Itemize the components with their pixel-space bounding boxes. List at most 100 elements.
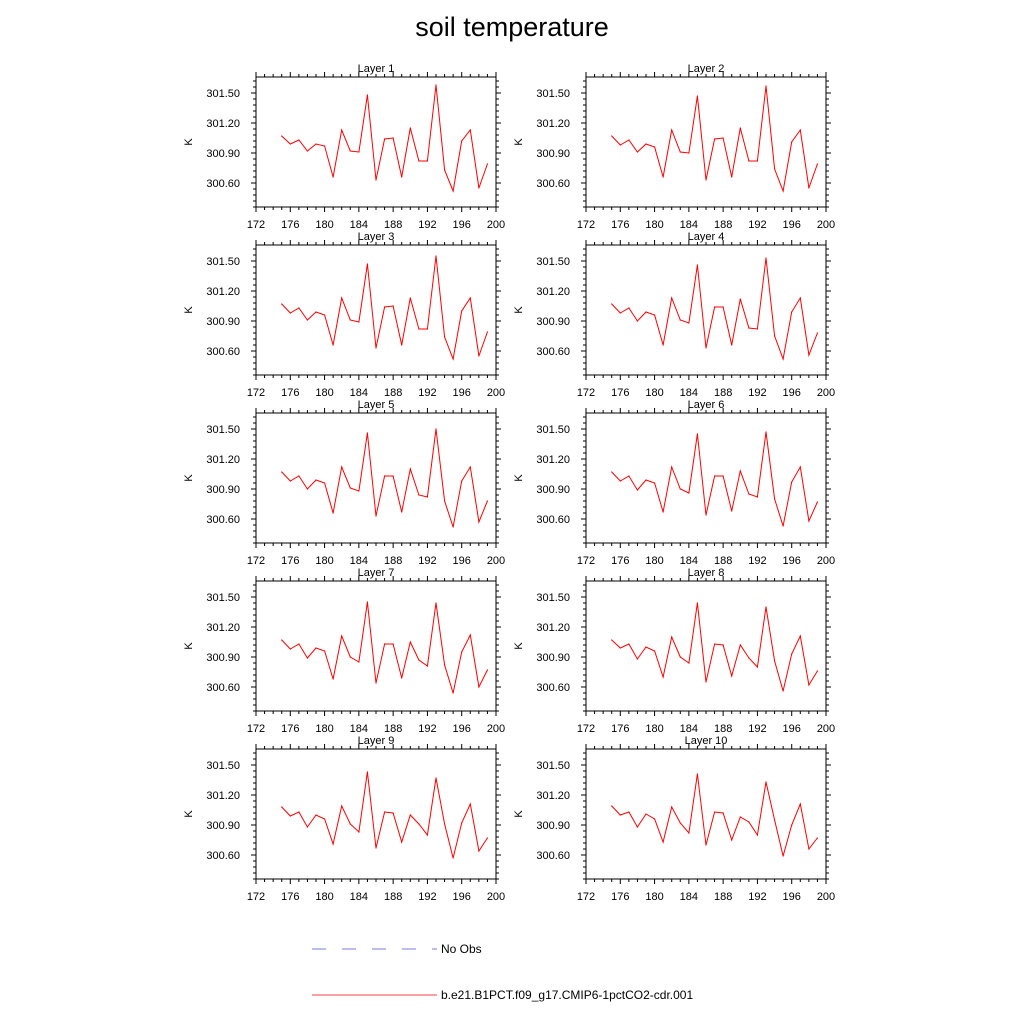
y-tick-label: 300.90 (536, 484, 570, 496)
x-tick-label: 200 (817, 387, 835, 399)
data-point (748, 493, 750, 495)
data-point (315, 311, 317, 313)
data-point (722, 475, 724, 477)
panel-title: Layer 9 (358, 735, 395, 747)
plot-frame (585, 580, 827, 712)
data-point (808, 520, 810, 522)
data-point (349, 319, 351, 321)
y-axis-label: K (513, 642, 525, 650)
x-tick-label: 180 (315, 555, 333, 567)
y-tick-label: 301.20 (206, 286, 240, 298)
data-point (358, 661, 360, 663)
data-point (782, 525, 784, 527)
y-tick-label: 300.60 (206, 346, 240, 358)
data-point (713, 138, 716, 140)
x-tick-label: 192 (418, 387, 436, 399)
panel-layer-2: Layer 2 K 172 176 180 184 188 192 196 200 300.60 30… (513, 63, 835, 231)
x-tick-label: 184 (350, 387, 368, 399)
data-point (332, 344, 334, 346)
data-point (461, 310, 463, 312)
data-point (611, 135, 613, 137)
data-point (636, 489, 639, 491)
data-point (366, 601, 369, 603)
x-tick-label: 192 (748, 723, 766, 735)
data-point (799, 803, 801, 805)
data-point (358, 321, 360, 323)
data-point (383, 811, 386, 813)
data-point (426, 665, 429, 667)
plot-frame (255, 76, 497, 208)
data-point (722, 137, 724, 139)
data-point (358, 831, 360, 833)
data-point (435, 255, 437, 257)
x-tick-label: 180 (645, 219, 663, 231)
y-tick-label: 301.50 (536, 424, 570, 436)
series-line (611, 257, 818, 361)
data-point (739, 127, 741, 129)
series-line (281, 84, 488, 193)
data-point (323, 818, 326, 820)
data-point (756, 160, 759, 162)
data-point (392, 812, 394, 814)
data-point (722, 812, 724, 814)
y-axis-label: K (513, 306, 525, 314)
y-tick-label: 300.90 (536, 148, 570, 160)
plot-frame (255, 244, 497, 376)
y-axis-label: K (183, 138, 195, 146)
data-point (452, 857, 454, 859)
data-point (461, 140, 463, 142)
data-point (375, 347, 377, 349)
data-point (791, 824, 793, 826)
panel-layer-3: Layer 3 K 172 176 180 184 188 192 196 200 300.60 30… (183, 231, 505, 399)
data-point (281, 806, 283, 808)
data-point (688, 152, 690, 154)
x-tick-label: 200 (817, 555, 835, 567)
data-point (392, 643, 394, 645)
x-tick-label: 172 (577, 723, 595, 735)
data-point (619, 312, 621, 314)
data-point (773, 168, 776, 170)
y-tick-label: 301.20 (536, 118, 570, 130)
y-tick-label: 301.20 (536, 454, 570, 466)
data-point (478, 850, 480, 852)
data-point (426, 496, 429, 498)
data-point (418, 494, 420, 496)
y-tick-label: 301.20 (536, 622, 570, 634)
data-point (426, 328, 429, 330)
data-point (808, 848, 810, 850)
data-point (791, 653, 793, 655)
plot-frame (585, 76, 827, 208)
data-point (281, 135, 283, 137)
panel-layer-7: Layer 7 K 172 176 180 184 188 192 196 200 300.60 30… (183, 567, 505, 735)
data-point (816, 163, 819, 165)
data-point (332, 678, 334, 680)
data-point (748, 821, 750, 823)
data-point (443, 169, 446, 171)
x-tick-label: 176 (611, 891, 629, 903)
x-tick-label: 176 (611, 723, 629, 735)
data-point (773, 660, 776, 662)
x-tick-label: 176 (281, 219, 299, 231)
y-axis-label: K (183, 306, 195, 314)
data-point (306, 150, 309, 152)
data-point (486, 500, 489, 502)
x-tick-label: 196 (453, 219, 471, 231)
data-point (315, 647, 317, 649)
y-tick-label: 301.50 (206, 256, 240, 268)
data-point (383, 138, 386, 140)
data-point (662, 511, 664, 513)
y-tick-label: 300.90 (206, 148, 240, 160)
data-point (401, 677, 403, 679)
x-tick-label: 184 (680, 387, 698, 399)
x-tick-label: 196 (783, 387, 801, 399)
legend-label: b.e21.B1PCT.f09_g17.CMIP6-1pctCO2-cdr.00… (441, 988, 693, 1002)
data-point (671, 297, 673, 299)
data-point (281, 639, 283, 641)
data-point (469, 634, 471, 636)
x-tick-label: 192 (748, 555, 766, 567)
series-line (281, 428, 488, 528)
data-point (435, 777, 437, 779)
x-tick-label: 188 (384, 891, 402, 903)
data-point (765, 85, 767, 87)
series-line (611, 602, 818, 692)
